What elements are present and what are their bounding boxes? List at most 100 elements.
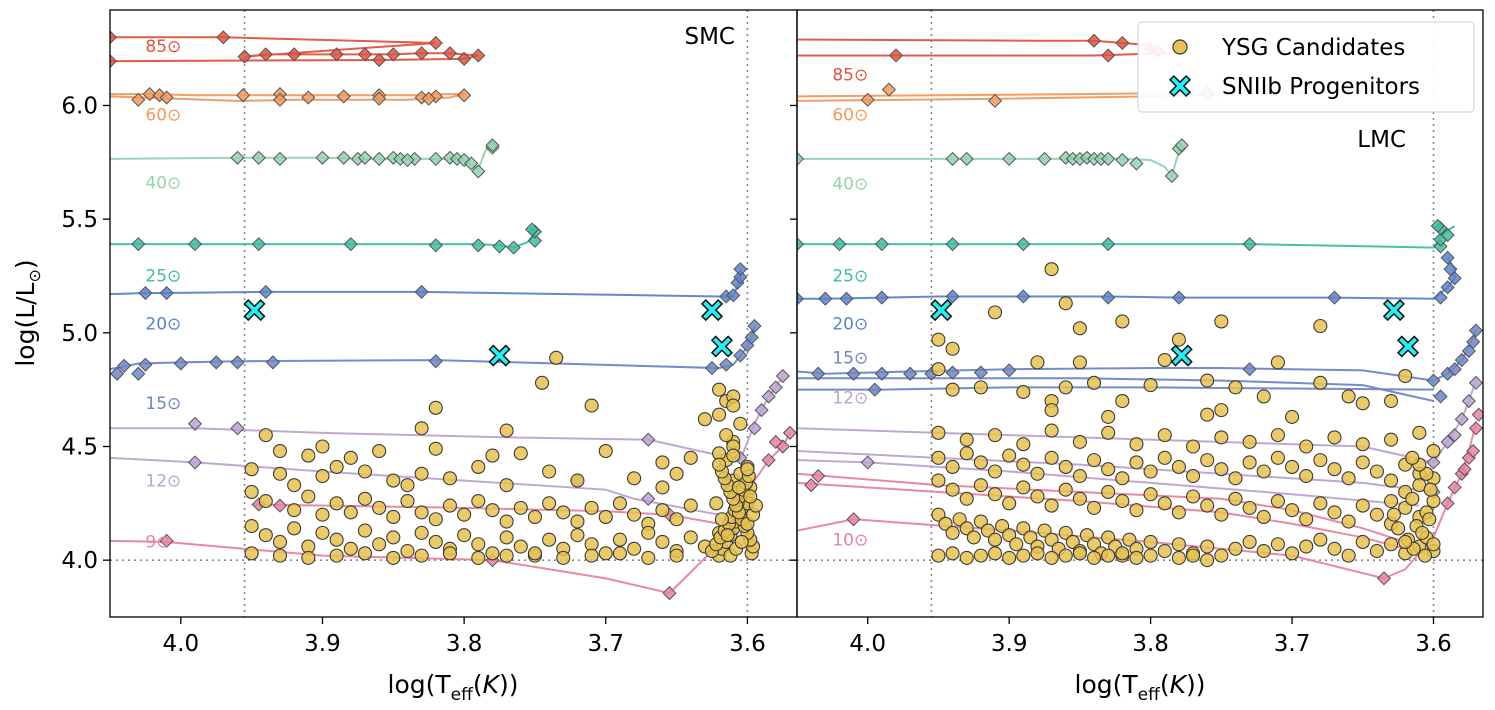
lmc-track-1-marker — [881, 82, 897, 97]
lmc-track-4-marker — [1447, 271, 1462, 286]
lmc-track-6-marker — [1447, 428, 1462, 443]
lmc-ysg-point — [1200, 539, 1215, 554]
smc-ysg-point — [485, 448, 500, 463]
smc-track-5-marker — [131, 366, 146, 381]
smc-ysg-point — [570, 528, 585, 543]
lmc-track-2-marker — [1086, 151, 1102, 166]
smc-ysg-point — [258, 494, 273, 509]
smc-track-6-marker — [641, 491, 656, 506]
smc-track-4-marker — [258, 284, 273, 299]
lmc-track-4-marker — [945, 289, 960, 304]
lmc-track-7-marker — [1466, 443, 1481, 459]
smc-ysg-point — [612, 496, 627, 511]
smc-ysg-point — [641, 525, 656, 540]
lmc-track-4-marker — [1440, 250, 1455, 265]
lmc-track-4-line — [797, 257, 1456, 300]
smc-ysg-point — [301, 489, 316, 504]
lmc-ysg-point — [945, 546, 960, 561]
smc-track-5 — [110, 318, 762, 381]
lmc-ysg-point — [1327, 462, 1342, 477]
smc-ysg-point — [272, 534, 288, 550]
lmc-track-6-marker — [1468, 375, 1483, 390]
smc-ysg-point — [428, 512, 443, 527]
lmc-track-7-marker — [1376, 571, 1392, 586]
smc-ysg-point — [357, 523, 373, 538]
smc-track-2-marker — [272, 151, 288, 166]
smc-ysg-point — [542, 496, 557, 511]
lmc-track-2 — [797, 138, 1189, 184]
lmc-ysg-point — [931, 362, 946, 377]
lmc-ysg-point — [1391, 521, 1406, 536]
lmc-ysg-point — [1129, 550, 1144, 565]
lmc-ysg-point — [1423, 482, 1438, 497]
lmc-ysg-point — [1386, 507, 1401, 522]
lmc-ysg-point — [1285, 546, 1300, 561]
smc-ysg-point — [513, 539, 528, 554]
lmc-track-5 — [797, 323, 1483, 404]
lmc-track-2-marker — [1174, 138, 1189, 153]
smc-track-1-marker — [301, 90, 316, 105]
lmc-track-7-marker — [1471, 407, 1483, 422]
lmc-track-2-marker — [945, 151, 960, 166]
smc-ysg-point — [669, 548, 684, 563]
smc-ysg-point — [414, 505, 429, 520]
smc-sn-progenitor — [488, 344, 511, 367]
smc-track-7-marker — [782, 425, 797, 440]
smc-track-2-marker — [485, 138, 500, 153]
smc-ysg-point — [627, 507, 642, 522]
lmc-ysg-point — [1270, 450, 1285, 465]
lmc-track-7-marker — [1457, 462, 1472, 477]
smc-ysg-point — [329, 548, 344, 563]
smc-ysg-point — [499, 514, 514, 529]
smc-ysg-point — [287, 503, 302, 518]
smc-ysg-point — [315, 525, 330, 540]
smc-track-6-marker — [230, 421, 245, 436]
smc-ysg-point — [513, 446, 528, 461]
lmc-ysg-point — [1415, 525, 1430, 540]
lmc-ysg-point — [945, 341, 960, 356]
lmc-ysg-point — [1285, 459, 1300, 475]
smc-track-6 — [110, 368, 790, 516]
smc-track-4-marker — [733, 270, 748, 285]
axis-labels: log(Teff(K)) log(Teff(K)) log(L/L⊙) — [11, 259, 1206, 705]
smc-plot-area: 85⊙ 60⊙ 40⊙ 25⊙ 20⊙ 15⊙ 12⊙ 9⊙ — [110, 10, 797, 617]
lmc-ysg-point — [1270, 428, 1285, 443]
lmc-ysg-point — [1313, 453, 1328, 468]
lmc-ticks: 4.0 3.9 3.8 3.7 3.6 — [790, 104, 1452, 657]
lmc-track-3 — [797, 218, 1456, 254]
smc-track-6-line — [110, 375, 784, 462]
smc-mass-label-3: 25⊙ — [145, 267, 181, 287]
smc-mass-label-6: 12⊙ — [145, 471, 181, 491]
lmc-ysg-point — [987, 305, 1003, 320]
legend: YSG Candidates SNIIb Progenitors — [1137, 21, 1475, 113]
smc-ytick-label: 4.0 — [61, 548, 98, 574]
smc-ysg-point — [669, 466, 684, 481]
smc-sn-progenitor — [710, 335, 733, 358]
smc-track-0-marker — [386, 47, 401, 62]
smc-ysg-point — [386, 550, 401, 565]
lmc-track-3-line — [797, 225, 1456, 249]
lmc-ysg-point — [1200, 453, 1215, 468]
lmc-ysg-point — [1417, 548, 1433, 563]
smc-track-2-marker — [230, 150, 245, 165]
smc-ysg-point — [357, 546, 373, 561]
lmc-sn-progenitors — [930, 299, 1420, 367]
lmc-ysg-point — [931, 473, 946, 488]
smc-ysg-point — [315, 439, 330, 454]
lmc-ysg-point — [1157, 428, 1172, 443]
smc-track-0-marker — [414, 46, 429, 61]
smc-ysg-point — [683, 530, 698, 545]
lmc-ysg-point — [1214, 548, 1229, 563]
smc-track-3-marker — [343, 237, 358, 252]
smc-xtick-label: 3.8 — [446, 631, 483, 657]
lmc-ysg-point — [1115, 546, 1130, 561]
smc-xtick-label: 3.6 — [729, 631, 766, 657]
smc-ysg-point — [372, 537, 387, 552]
smc-track-0-marker — [110, 30, 118, 45]
lmc-track-0-marker — [1101, 48, 1116, 63]
smc-track-5-marker — [704, 360, 720, 376]
smc-ysg-point — [414, 548, 429, 563]
lmc-track-5-marker — [903, 366, 918, 381]
lmc-ysg-point — [1270, 494, 1285, 509]
smc-ysg-point — [499, 423, 514, 438]
